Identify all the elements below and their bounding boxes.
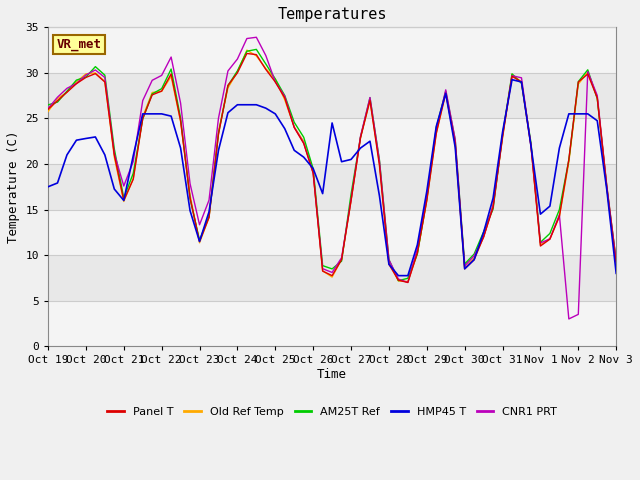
Bar <box>48 119 616 164</box>
Bar <box>48 210 616 255</box>
X-axis label: Time: Time <box>317 368 347 381</box>
Text: VR_met: VR_met <box>56 38 102 51</box>
Bar <box>48 300 616 346</box>
Y-axis label: Temperature (C): Temperature (C) <box>7 131 20 243</box>
Title: Temperatures: Temperatures <box>277 7 387 22</box>
Legend: Panel T, Old Ref Temp, AM25T Ref, HMP45 T, CNR1 PRT: Panel T, Old Ref Temp, AM25T Ref, HMP45 … <box>102 403 562 422</box>
Bar <box>48 27 616 73</box>
